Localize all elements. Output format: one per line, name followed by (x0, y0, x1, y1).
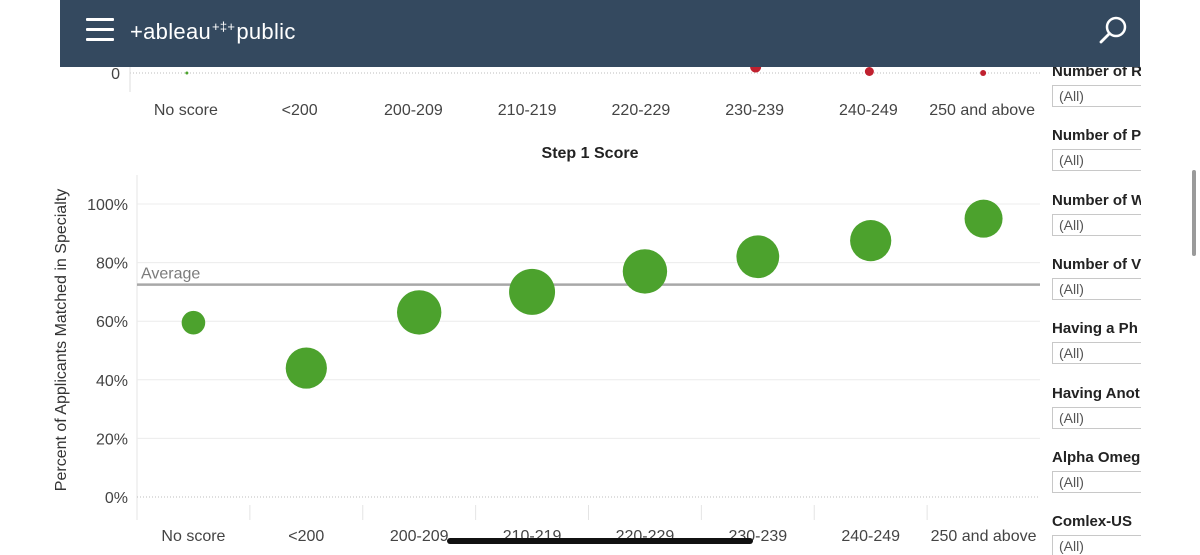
filter-control: Number of P (All) (1052, 126, 1141, 172)
filter-title: Number of W (1052, 191, 1141, 209)
search-icon[interactable] (1098, 14, 1130, 46)
top-y-tick-label: 0 (111, 66, 120, 83)
top-x-tick-label: <200 (282, 102, 318, 119)
top-x-tick-label: 210-219 (498, 102, 557, 119)
y-tick-label: 0% (105, 490, 128, 507)
y-tick-label: 80% (96, 256, 128, 273)
filter-dropdown[interactable]: (All) (1052, 277, 1141, 300)
top-bar: +ableau+‡+public (60, 0, 1140, 67)
filter-control: Alpha Omeg (All) (1052, 448, 1141, 493)
page-margin (1141, 0, 1200, 555)
x-tick-label: <200 (288, 528, 324, 545)
logo-spark-icon: +‡+ (212, 19, 236, 34)
top-x-tick-label: 250 and above (929, 102, 1035, 119)
top-x-tick-label: 200-209 (384, 102, 443, 119)
top-chart-point (185, 71, 189, 75)
top-x-tick-label: 240-249 (839, 102, 898, 119)
filter-dropdown[interactable]: (All) (1052, 470, 1141, 493)
data-point (622, 249, 668, 294)
top-x-axis-title: Step 1 Score (542, 145, 639, 162)
data-point (396, 290, 442, 335)
top-chart-point (864, 67, 874, 76)
top-x-tick-label: 220-229 (612, 102, 671, 119)
top-x-tick-label: 230-239 (725, 102, 784, 119)
filter-title: Number of R (1052, 63, 1141, 80)
y-axis-title: Percent of Applicants Matched in Special… (53, 189, 70, 491)
data-point (509, 268, 556, 315)
y-tick-label: 40% (96, 373, 128, 390)
filter-title: Alpha Omeg (1052, 448, 1141, 466)
chart-area: 0 No score <200 200-209 210-219 220-229 230-23… (53, 60, 1040, 545)
filter-panel: Number of R (All) Number of P (All) Number o… (1045, 58, 1141, 555)
logo-text-right: public (236, 19, 296, 44)
scrollbar[interactable] (1192, 170, 1196, 256)
filter-dropdown[interactable]: (All) (1052, 85, 1141, 107)
top-chart-point (980, 70, 987, 76)
filter-dropdown[interactable]: (All) (1052, 535, 1141, 555)
top-x-tick-label: No score (154, 102, 218, 119)
x-tick-label: 250 and above (931, 528, 1037, 545)
filter-control: Comlex-US (All) (1052, 512, 1141, 555)
filter-control: Number of V (All) (1052, 255, 1141, 300)
home-indicator[interactable] (447, 538, 753, 544)
y-tick-label: 100% (87, 197, 128, 214)
filter-control: Number of W (All) (1052, 191, 1141, 236)
data-point (181, 310, 206, 335)
data-point (736, 235, 780, 279)
y-tick-label: 60% (96, 314, 128, 331)
filter-title: Number of P (1052, 127, 1141, 145)
average-label: Average (141, 266, 200, 283)
filter-control: Having a Ph (All) (1052, 319, 1141, 365)
tableau-public-logo[interactable]: +ableau+‡+public (130, 19, 296, 45)
y-tick-label: 20% (96, 431, 128, 448)
filter-title: Number of V (1052, 255, 1141, 273)
filter-title: Having Anot (1052, 384, 1140, 402)
filter-dropdown[interactable]: (All) (1052, 342, 1141, 365)
filter-title: Comlex-US (1052, 513, 1133, 531)
main-chart: 0%20%40%60%80%100%No score <200 200-209 210… (53, 175, 1040, 545)
x-tick-label: 240-249 (841, 528, 900, 545)
data-point (285, 347, 327, 389)
x-tick-label: 200-209 (390, 528, 449, 545)
top-chart: 0 No score <200 200-209 210-219 220-229 230-23… (111, 60, 1040, 162)
filter-dropdown[interactable]: (All) (1052, 213, 1141, 236)
filter-control: Having Anot (All) (1052, 384, 1141, 429)
data-point (964, 199, 1003, 238)
menu-icon[interactable] (86, 18, 114, 42)
filter-control: Number of R (All) (1052, 62, 1141, 107)
filter-dropdown[interactable]: (All) (1052, 149, 1141, 172)
logo-text-left: +ableau (130, 19, 212, 44)
x-tick-label: No score (161, 528, 225, 545)
data-point (850, 220, 892, 262)
filter-dropdown[interactable]: (All) (1052, 406, 1141, 429)
filter-title: Having a Ph (1052, 320, 1138, 338)
